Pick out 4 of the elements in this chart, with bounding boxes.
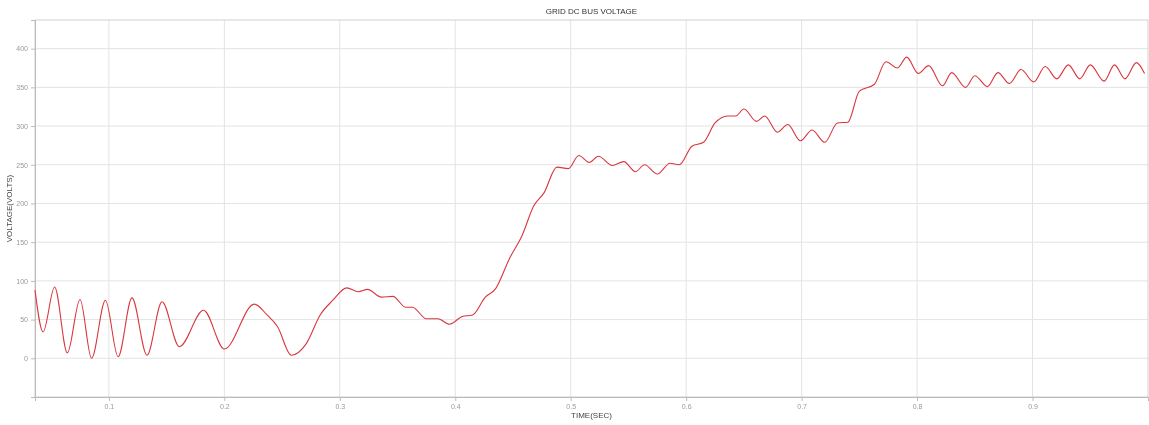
chart-title: GRID DC BUS VOLTAGE <box>545 7 638 16</box>
line-series <box>34 56 1146 359</box>
x-axis-title: TIME(SEC) <box>571 411 613 420</box>
y-axis-title: VOLTAGE(VOLTS) <box>5 174 14 243</box>
